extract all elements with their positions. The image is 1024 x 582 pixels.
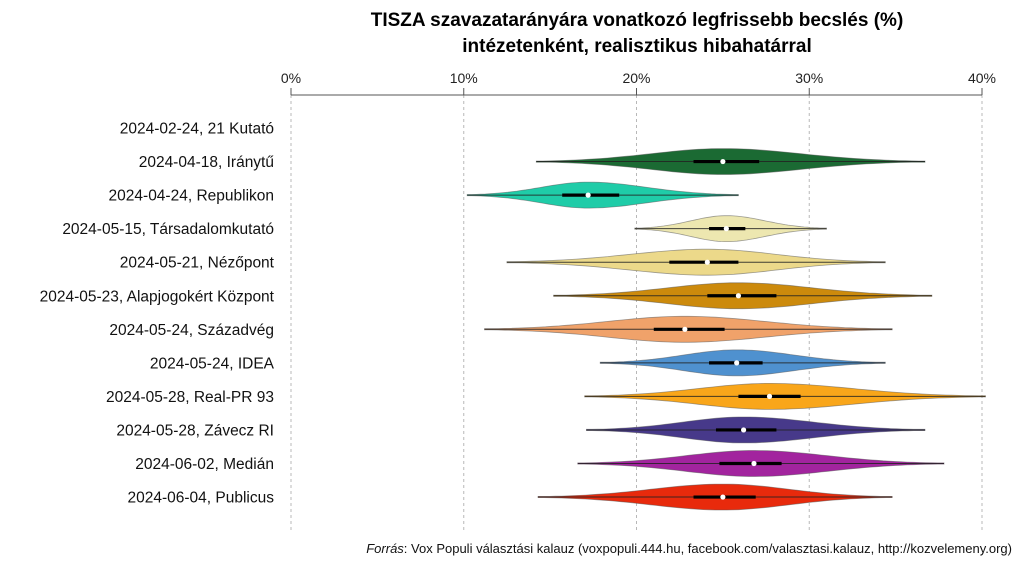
violin-group: [599, 349, 886, 377]
violin-group: [484, 315, 893, 343]
median-point: [720, 158, 726, 165]
x-tick-label: 0%: [281, 70, 301, 86]
source-note: Forrás: Vox Populi választási kalauz (vo…: [0, 541, 1012, 556]
row-label: 2024-05-28, Závecz RI: [116, 422, 274, 439]
row-label: 2024-04-24, Republikon: [109, 188, 274, 205]
median-point: [585, 192, 591, 198]
median-point: [751, 460, 757, 467]
row-label: 2024-06-04, Publicus: [128, 490, 275, 507]
violin-group: [584, 383, 986, 410]
violin-group: [537, 483, 893, 511]
row-label: 2024-05-24, Századvég: [109, 322, 274, 339]
violins: [466, 148, 986, 511]
violin-group: [506, 248, 886, 276]
source-text: : Vox Populi választási kalauz (voxpopul…: [403, 541, 1012, 556]
row-label: 2024-06-02, Medián: [135, 456, 274, 473]
violin-group: [466, 181, 739, 209]
median-point: [735, 293, 742, 299]
row-label: 2024-05-24, IDEA: [150, 355, 275, 372]
median-point: [682, 326, 688, 332]
x-tick-label: 10%: [450, 70, 478, 86]
violin-group: [634, 215, 827, 242]
median-point: [723, 226, 729, 232]
source-prefix: Forrás: [366, 541, 404, 556]
violin-group: [577, 450, 945, 477]
violin-group: [553, 282, 933, 310]
row-labels: 2024-02-24, 21 Kutató 2024-04-18, Iránytű…: [40, 121, 275, 507]
median-point: [704, 259, 710, 265]
row-label: 2024-05-21, Nézőpont: [120, 255, 275, 272]
row-label: 2024-05-15, Társadalomkutató: [62, 221, 274, 238]
median-point: [766, 393, 773, 399]
chart-title-line-2: intézetenként, realisztikus hibahatárral: [462, 36, 812, 57]
x-tick-label: 40%: [968, 70, 996, 86]
violin-group: [586, 416, 926, 444]
violin-group: [535, 148, 926, 175]
x-axis: 0% 10% 20% 30% 40%: [281, 70, 996, 96]
x-tick-label: 30%: [795, 70, 823, 86]
median-point: [741, 427, 747, 433]
row-label: 2024-02-24, 21 Kutató: [120, 121, 274, 138]
row-label: 2024-04-18, Iránytű: [139, 154, 274, 171]
row-label: 2024-05-23, Alapjogokért Központ: [40, 288, 275, 305]
chart-title-line-1: TISZA szavazatarányára vonatkozó legfris…: [371, 10, 904, 31]
row-label: 2024-05-28, Real-PR 93: [106, 389, 274, 406]
median-point: [720, 494, 726, 500]
median-point: [734, 360, 740, 366]
x-tick-label: 20%: [622, 70, 650, 86]
